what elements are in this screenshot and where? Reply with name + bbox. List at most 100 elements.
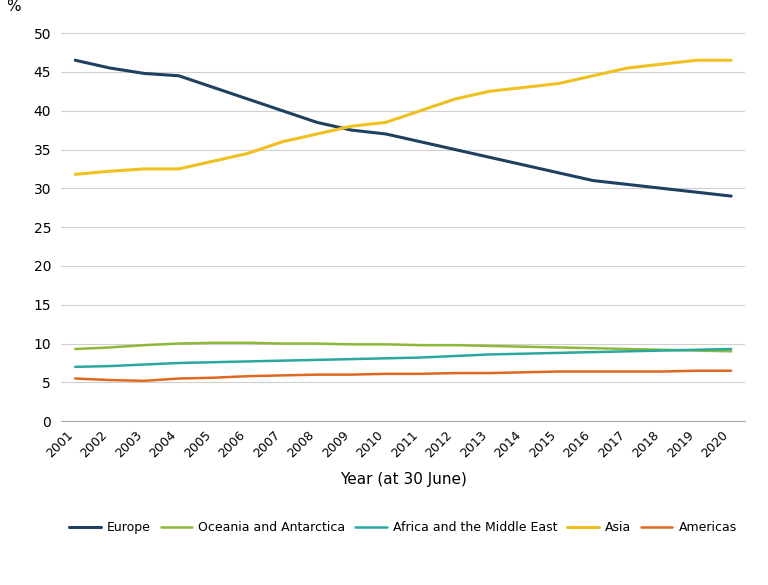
Oceania and Antarctica — [382, 341, 391, 348]
Europe — [174, 73, 184, 80]
Europe — [278, 107, 287, 114]
Europe — [727, 192, 736, 199]
Oceania and Antarctica — [519, 343, 528, 350]
Americas — [243, 373, 253, 380]
Africa and the Middle East — [623, 348, 632, 355]
Asia — [278, 138, 287, 145]
Asia — [554, 80, 563, 87]
Africa and the Middle East — [71, 363, 80, 370]
Americas — [174, 375, 184, 382]
Americas — [727, 367, 736, 374]
Asia — [140, 166, 149, 173]
Asia — [71, 171, 80, 178]
Line: Americas: Americas — [75, 371, 731, 381]
Europe — [209, 84, 218, 91]
Oceania and Antarctica — [278, 340, 287, 347]
Europe — [313, 119, 322, 126]
Oceania and Antarctica — [450, 342, 459, 349]
Europe — [105, 64, 114, 71]
Oceania and Antarctica — [657, 346, 667, 353]
Oceania and Antarctica — [313, 340, 322, 347]
Americas — [554, 368, 563, 375]
Asia — [485, 88, 494, 95]
Oceania and Antarctica — [623, 346, 632, 353]
Asia — [243, 150, 253, 157]
X-axis label: Year (at 30 June): Year (at 30 June) — [339, 472, 467, 487]
Africa and the Middle East — [105, 363, 114, 370]
Line: Africa and the Middle East: Africa and the Middle East — [75, 349, 731, 367]
Africa and the Middle East — [347, 356, 356, 363]
Asia — [692, 57, 701, 64]
Europe — [623, 181, 632, 188]
Europe — [450, 146, 459, 153]
Africa and the Middle East — [485, 351, 494, 358]
Africa and the Middle East — [415, 354, 425, 361]
Asia — [588, 73, 598, 80]
Oceania and Antarctica — [692, 347, 701, 354]
Americas — [347, 371, 356, 378]
Africa and the Middle East — [209, 359, 218, 366]
Africa and the Middle East — [278, 357, 287, 364]
Africa and the Middle East — [727, 346, 736, 353]
Oceania and Antarctica — [727, 348, 736, 355]
Africa and the Middle East — [588, 349, 598, 356]
Asia — [347, 123, 356, 130]
Legend: Europe, Oceania and Antarctica, Africa and the Middle East, Asia, Americas: Europe, Oceania and Antarctica, Africa a… — [65, 516, 742, 539]
Africa and the Middle East — [313, 356, 322, 363]
Oceania and Antarctica — [588, 345, 598, 352]
Text: %: % — [6, 0, 21, 13]
Asia — [174, 166, 184, 173]
Americas — [140, 377, 149, 384]
Asia — [727, 57, 736, 64]
Americas — [278, 372, 287, 379]
Europe — [71, 57, 80, 64]
Asia — [657, 61, 667, 68]
Africa and the Middle East — [657, 347, 667, 354]
Africa and the Middle East — [450, 353, 459, 360]
Africa and the Middle East — [174, 359, 184, 366]
Americas — [313, 371, 322, 378]
Oceania and Antarctica — [105, 344, 114, 351]
Asia — [623, 64, 632, 71]
Europe — [692, 189, 701, 196]
Americas — [588, 368, 598, 375]
Europe — [347, 126, 356, 133]
Americas — [657, 368, 667, 375]
Europe — [588, 177, 598, 184]
Oceania and Antarctica — [140, 342, 149, 349]
Line: Asia: Asia — [75, 60, 731, 174]
Americas — [623, 368, 632, 375]
Oceania and Antarctica — [347, 341, 356, 348]
Americas — [692, 367, 701, 374]
Americas — [415, 370, 425, 377]
Americas — [105, 377, 114, 384]
Americas — [450, 370, 459, 377]
Europe — [140, 70, 149, 77]
Oceania and Antarctica — [485, 342, 494, 349]
Europe — [554, 169, 563, 176]
Europe — [415, 138, 425, 145]
Americas — [519, 369, 528, 376]
Americas — [71, 375, 80, 382]
Oceania and Antarctica — [71, 346, 80, 353]
Oceania and Antarctica — [174, 340, 184, 347]
Americas — [382, 370, 391, 377]
Line: Europe: Europe — [75, 60, 731, 196]
Africa and the Middle East — [692, 346, 701, 353]
Europe — [485, 154, 494, 161]
Asia — [209, 157, 218, 164]
Oceania and Antarctica — [209, 339, 218, 346]
Americas — [485, 370, 494, 377]
Asia — [519, 84, 528, 91]
Oceania and Antarctica — [415, 342, 425, 349]
Oceania and Antarctica — [554, 344, 563, 351]
Asia — [450, 95, 459, 102]
Asia — [105, 168, 114, 175]
Europe — [243, 95, 253, 102]
Asia — [415, 107, 425, 114]
Africa and the Middle East — [140, 361, 149, 368]
Europe — [657, 185, 667, 192]
Asia — [313, 130, 322, 137]
Africa and the Middle East — [554, 349, 563, 356]
Africa and the Middle East — [382, 355, 391, 362]
